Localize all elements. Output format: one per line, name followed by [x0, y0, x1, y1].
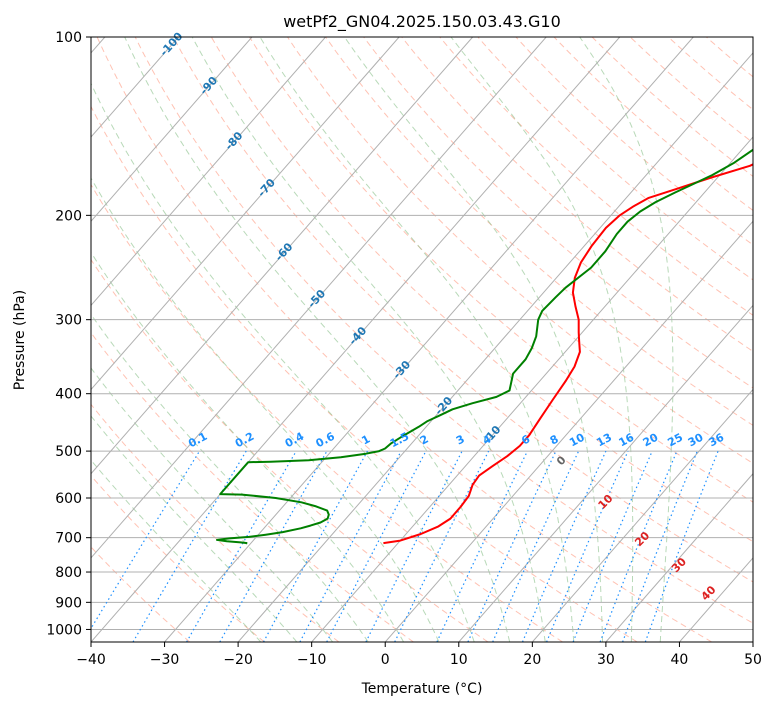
isotherm-line [91, 37, 400, 391]
mixing-ratio-line [622, 450, 698, 642]
moist-adiabat [91, 82, 475, 642]
mixing-ratio-line [436, 450, 528, 642]
isotherm-line [91, 37, 253, 222]
moist-adiabat [579, 37, 674, 642]
y-tick-label: 700 [55, 531, 82, 547]
dry-adiabat [362, 37, 753, 389]
moist-adiabat [91, 459, 262, 642]
x-tick-label: 30 [597, 652, 615, 668]
x-tick-label: 0 [381, 652, 390, 668]
mixing-ratio-line [599, 450, 678, 642]
mixing-ratio-line [299, 450, 402, 642]
isotherm-line [91, 37, 621, 642]
moist-adiabat [91, 415, 298, 642]
mixing-ratio-line [394, 450, 490, 642]
mixing-ratio-line [644, 450, 719, 642]
mixing-ratio-label: 30 [686, 431, 706, 450]
x-tick-label: −10 [297, 652, 327, 668]
dry-adiabat [91, 183, 563, 642]
mixing-ratio-line [467, 450, 557, 642]
moist-adiabat [450, 37, 634, 642]
x-tick-label: 10 [450, 652, 468, 668]
moist-adiabat [259, 37, 575, 642]
x-tick-label: −30 [150, 652, 180, 668]
x-tick-label: 20 [523, 652, 541, 668]
x-tick-label: −20 [223, 652, 253, 668]
mixing-ratio-line [521, 450, 607, 642]
axes: −40 −30 −20 −10 0 10 20 30 40 50 100 200 300 400 500 60… [46, 30, 762, 668]
dry-adiabat [91, 475, 265, 642]
mixing-ratio-label: 25 [665, 431, 685, 450]
dewpoint-profile-line [216, 148, 753, 545]
plot-frame [90, 36, 754, 643]
mixing-ratio-line [219, 450, 328, 642]
dry-adiabat [134, 37, 753, 624]
moist-adiabat [344, 37, 603, 642]
moist-adiabat [91, 367, 334, 642]
plot-grid [91, 37, 753, 642]
temperature-profile-line [383, 163, 753, 545]
x-tick-label: 40 [671, 652, 689, 668]
isotherm-line [458, 304, 753, 642]
dry-adiabat [91, 105, 638, 642]
y-tick-label: 800 [55, 565, 82, 581]
mixing-ratio-label: 13 [594, 431, 614, 450]
y-axis-label: Pressure (hPa) [12, 290, 28, 390]
mixing-ratio-line [492, 450, 580, 642]
moist-adiabat [91, 313, 369, 642]
isotherm-line [164, 37, 694, 642]
mixing-ratio-line [365, 450, 463, 642]
dry-adiabat [401, 37, 753, 353]
mixing-ratio-line [326, 450, 427, 642]
x-tick-label: −40 [76, 652, 106, 668]
mixing-ratio-label: 16 [617, 431, 637, 450]
moist-adiabat [191, 37, 546, 642]
x-tick-label: 50 [744, 652, 762, 668]
dry-adiabat [172, 37, 753, 583]
y-tick-label: 900 [55, 595, 82, 611]
isotherm-line [91, 37, 326, 307]
isotherm-line [91, 37, 547, 559]
dry-adiabat [91, 331, 414, 642]
isotherm-line [91, 37, 474, 475]
mixing-ratio-label: 36 [707, 431, 727, 450]
isotherm-line [384, 220, 753, 642]
y-tick-label: 1000 [46, 622, 82, 638]
dry-adiabat [210, 37, 753, 543]
mixing-ratio-label: 10 [567, 431, 587, 450]
dry-adiabat [91, 546, 191, 642]
dry-adiabat [439, 37, 753, 316]
isotherm-line [605, 472, 753, 642]
y-tick-label: 500 [55, 444, 82, 460]
y-tick-label: 600 [55, 491, 82, 507]
dry-adiabat [91, 258, 489, 642]
mixing-ratio-label: 20 [641, 431, 661, 450]
plot-data [216, 148, 753, 545]
isotherm-line [531, 388, 753, 642]
y-tick-label: 400 [55, 387, 82, 403]
y-tick-label: 300 [55, 313, 82, 329]
moist-adiabat [124, 37, 511, 642]
mixing-ratio-line [186, 450, 297, 642]
dry-adiabat [248, 37, 753, 503]
x-axis-label: Temperature (°C) [361, 681, 483, 697]
y-tick-label: 200 [55, 208, 82, 224]
dry-adiabat [96, 37, 713, 642]
isotherm-line [237, 52, 753, 642]
y-tick-label: 100 [55, 30, 82, 46]
chart-title: wetPf2_GN04.2025.150.03.43.G10 [283, 12, 561, 32]
